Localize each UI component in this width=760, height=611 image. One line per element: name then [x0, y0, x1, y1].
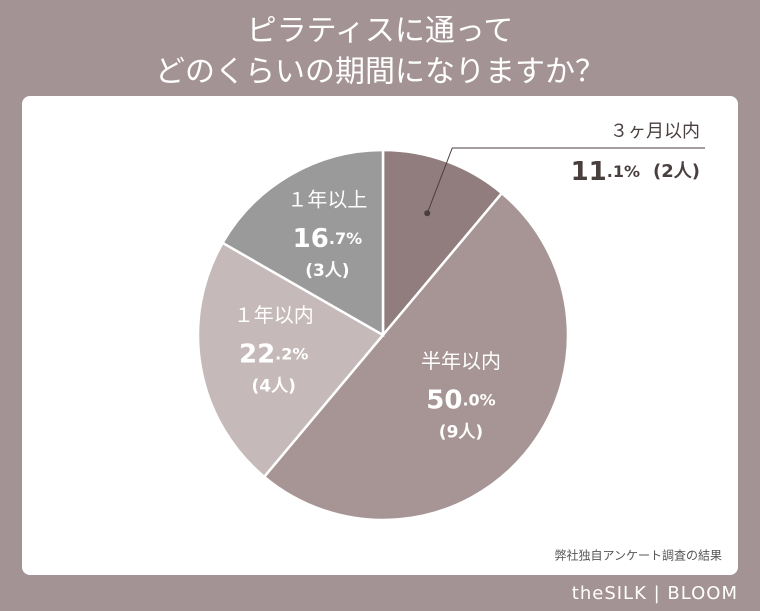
percent-label: 50.0%: [426, 385, 495, 415]
category-label: 半年以内: [421, 349, 501, 373]
percent-label: 22.2%: [239, 339, 308, 369]
category-label: １年以内: [234, 303, 314, 327]
pie-slice: [262, 191, 570, 522]
title-line: どのくらいの期間になりますか？: [155, 55, 605, 90]
category-label: １年以上: [287, 187, 367, 211]
title-line: ピラティスに通って: [247, 14, 514, 49]
pie-slice: [220, 148, 385, 338]
count-label: (2人): [653, 161, 700, 182]
percent-label: 16.7%: [293, 223, 362, 253]
pie-slice: [196, 241, 385, 479]
count-label: (3人): [305, 261, 349, 281]
brand: theSILK | BLOOM: [572, 583, 738, 604]
category-label: ３ヶ月以内: [610, 121, 700, 142]
source-note: 弊社独自アンケート調査の結果: [554, 548, 722, 563]
count-label: (4人): [252, 376, 296, 396]
count-label: (9人): [439, 422, 483, 442]
leader-line: [426, 147, 705, 214]
percent-label: 11.1%: [571, 157, 640, 187]
pie-slice: [381, 148, 504, 339]
